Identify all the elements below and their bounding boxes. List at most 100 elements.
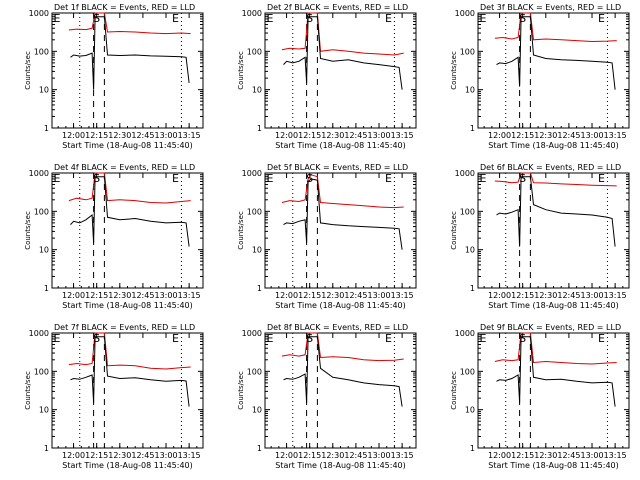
edge-marker-left: E — [480, 172, 487, 185]
x-tick-label: 12:45 — [131, 451, 154, 460]
start-marker: S — [306, 172, 313, 185]
x-tick-label: 13:15 — [178, 451, 201, 460]
x-tick-label: 12:30 — [108, 131, 131, 140]
x-tick-label: 13:15 — [391, 131, 414, 140]
y-tick-label: 10 — [252, 246, 262, 255]
x-axis-label: Start Time (18-Aug-08 11:45:40) — [62, 141, 193, 150]
events-series-line — [70, 16, 190, 90]
x-tick-label: 13:00 — [580, 451, 603, 460]
x-tick-label: 13:00 — [154, 451, 177, 460]
lld-series-line — [494, 332, 617, 365]
x-tick-label: 12:30 — [534, 291, 557, 300]
y-tick-label: 1 — [44, 444, 49, 453]
edge-marker-left: E — [480, 332, 487, 345]
y-axis-label: Counts/sec — [450, 211, 458, 250]
x-axis-label: Start Time (18-Aug-08 11:45:40) — [488, 461, 619, 470]
x-tick-label: 12:15 — [298, 131, 321, 140]
chart-panel: Det 3f BLACK = Events, RED = LLD 1 10 100 10… — [450, 3, 630, 150]
y-tick-label: 1000 — [455, 329, 475, 338]
y-tick-label: 1000 — [242, 9, 262, 18]
plot-frame — [51, 332, 204, 449]
y-tick-label: 1 — [257, 124, 262, 133]
x-tick-label: 12:15 — [511, 131, 534, 140]
x-tick-label: 12:30 — [321, 451, 344, 460]
y-tick-label: 100 — [34, 207, 49, 216]
x-tick-label: 13:15 — [391, 451, 414, 460]
x-tick-label: 12:00 — [62, 451, 85, 460]
y-tick-label: 10 — [465, 86, 475, 95]
end-marker: E — [172, 12, 179, 25]
events-series-line — [496, 336, 616, 407]
events-series-line — [283, 336, 403, 407]
y-axis-label: Counts/sec — [237, 51, 245, 90]
x-tick-label: 12:45 — [131, 131, 154, 140]
x-tick-label: 12:45 — [344, 451, 367, 460]
y-tick-label: 100 — [247, 367, 262, 376]
edge-marker-left: E — [54, 332, 61, 345]
start-marker: S — [306, 332, 313, 345]
end-marker: E — [385, 172, 392, 185]
x-tick-label: 12:15 — [85, 451, 108, 460]
plot-frame — [477, 172, 630, 289]
y-tick-label: 10 — [39, 86, 49, 95]
chart-title: Det 6f BLACK = Events, RED = LLD — [480, 163, 621, 172]
y-tick-label: 1000 — [455, 169, 475, 178]
y-tick-label: 10 — [39, 246, 49, 255]
plot-frame — [264, 12, 417, 129]
x-tick-label: 12:00 — [488, 131, 511, 140]
start-marker: S — [93, 12, 100, 25]
end-marker: E — [385, 332, 392, 345]
end-marker: E — [385, 12, 392, 25]
edge-marker-left: E — [267, 332, 274, 345]
y-tick-label: 1 — [44, 124, 49, 133]
x-tick-label: 12:45 — [557, 291, 580, 300]
x-tick-label: 13:15 — [178, 291, 201, 300]
chart-panel: Det 6f BLACK = Events, RED = LLD 1 10 100 10… — [450, 163, 630, 310]
y-tick-label: 100 — [34, 47, 49, 56]
y-tick-label: 1000 — [29, 169, 49, 178]
plot-frame — [51, 172, 204, 289]
chart-title: Det 9f BLACK = Events, RED = LLD — [480, 323, 621, 332]
end-marker: E — [598, 332, 605, 345]
plot-frame — [477, 12, 630, 129]
y-tick-label: 1000 — [455, 9, 475, 18]
chart-title: Det 7f BLACK = Events, RED = LLD — [54, 323, 195, 332]
start-marker: S — [519, 12, 526, 25]
chart-title: Det 8f BLACK = Events, RED = LLD — [267, 323, 408, 332]
x-tick-label: 12:00 — [62, 291, 85, 300]
lld-series-line — [281, 174, 404, 209]
x-tick-label: 13:00 — [367, 291, 390, 300]
lld-series-line — [68, 172, 191, 204]
x-tick-label: 12:15 — [511, 291, 534, 300]
y-tick-label: 10 — [252, 86, 262, 95]
y-axis-label: Counts/sec — [450, 51, 458, 90]
y-tick-label: 10 — [252, 406, 262, 415]
lld-series-line — [281, 332, 404, 362]
y-tick-label: 1 — [257, 284, 262, 293]
x-tick-label: 12:30 — [321, 291, 344, 300]
x-axis-label: Start Time (18-Aug-08 11:45:40) — [275, 141, 406, 150]
y-tick-label: 100 — [34, 367, 49, 376]
x-tick-label: 12:15 — [85, 131, 108, 140]
chart-panel: Det 1f BLACK = Events, RED = LLD 1 10 100 10… — [24, 3, 204, 150]
chart-panel: Det 8f BLACK = Events, RED = LLD 1 10 100 10… — [237, 323, 417, 470]
x-tick-label: 12:15 — [298, 451, 321, 460]
x-tick-label: 13:15 — [604, 451, 627, 460]
y-axis-label: Counts/sec — [24, 51, 32, 90]
x-tick-label: 12:30 — [108, 451, 131, 460]
y-tick-label: 10 — [39, 406, 49, 415]
start-marker: S — [93, 332, 100, 345]
x-axis-label: Start Time (18-Aug-08 11:45:40) — [62, 301, 193, 310]
chart-panel: Det 4f BLACK = Events, RED = LLD 1 10 100 10… — [24, 163, 204, 310]
x-tick-label: 13:15 — [604, 131, 627, 140]
y-tick-label: 1 — [470, 124, 475, 133]
plot-frame — [264, 172, 417, 289]
plot-frame — [477, 332, 630, 449]
x-axis-label: Start Time (18-Aug-08 11:45:40) — [275, 461, 406, 470]
x-tick-label: 12:45 — [557, 131, 580, 140]
edge-marker-left: E — [267, 172, 274, 185]
x-tick-label: 12:45 — [131, 291, 154, 300]
x-tick-label: 12:00 — [275, 131, 298, 140]
end-marker: E — [172, 172, 179, 185]
x-tick-label: 12:30 — [321, 131, 344, 140]
